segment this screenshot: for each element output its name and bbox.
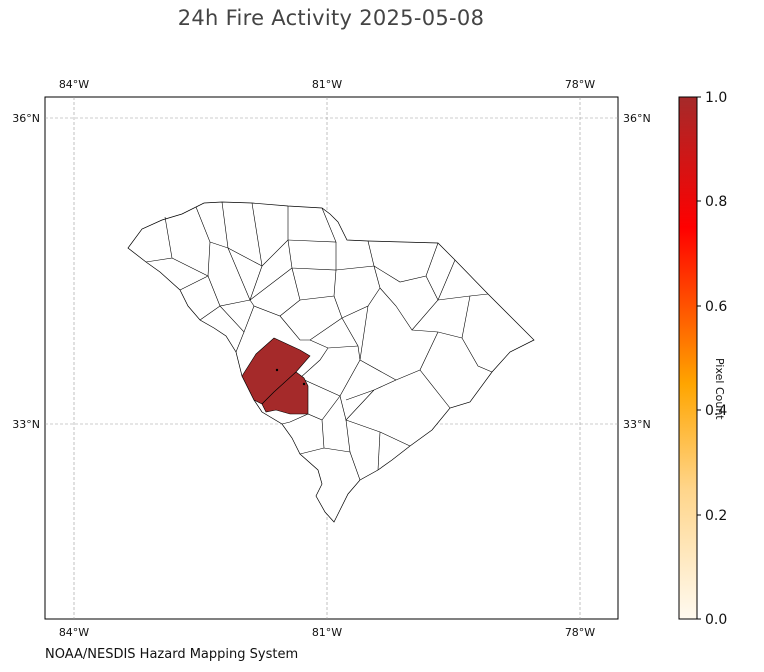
lon-label-top-78w: 78°W bbox=[565, 78, 595, 91]
lon-label-bottom-81w: 81°W bbox=[312, 626, 342, 639]
lon-label-bottom-84w: 84°W bbox=[59, 626, 89, 639]
fire-detection-point bbox=[302, 382, 306, 386]
credit-text: NOAA/NESDIS Hazard Mapping System bbox=[45, 647, 299, 662]
colorbar-tick-2: 0.4 bbox=[705, 403, 727, 419]
map-title: 24h Fire Activity 2025-05-08 bbox=[177, 6, 485, 30]
lon-label-top-84w: 84°W bbox=[59, 78, 89, 91]
colorbar-tick-5: 1.0 bbox=[705, 90, 727, 106]
colorbar-ticks bbox=[697, 96, 701, 620]
lat-label-left-33n: 33°N bbox=[12, 418, 40, 431]
lat-label-right-33n: 33°N bbox=[623, 418, 651, 431]
fire-county-south bbox=[261, 371, 309, 415]
fire-detection-point bbox=[275, 368, 279, 372]
state-outline bbox=[127, 201, 535, 523]
colorbar-tick-1: 0.2 bbox=[705, 508, 727, 524]
colorbar-title: Pixel Count bbox=[713, 358, 726, 420]
colorbar-tick-0: 0.0 bbox=[705, 612, 727, 628]
county-boundaries bbox=[145, 201, 493, 481]
colorbar-tick-3: 0.6 bbox=[705, 299, 727, 315]
lat-label-left-36n: 36°N bbox=[12, 112, 40, 125]
colorbar-tick-4: 0.8 bbox=[705, 194, 727, 210]
lat-label-right-36n: 36°N bbox=[623, 112, 651, 125]
lon-label-top-81w: 81°W bbox=[312, 78, 342, 91]
colorbar bbox=[678, 96, 698, 620]
fire-county-north bbox=[241, 337, 311, 405]
fire-counties bbox=[241, 337, 311, 415]
lon-label-bottom-78w: 78°W bbox=[565, 626, 595, 639]
